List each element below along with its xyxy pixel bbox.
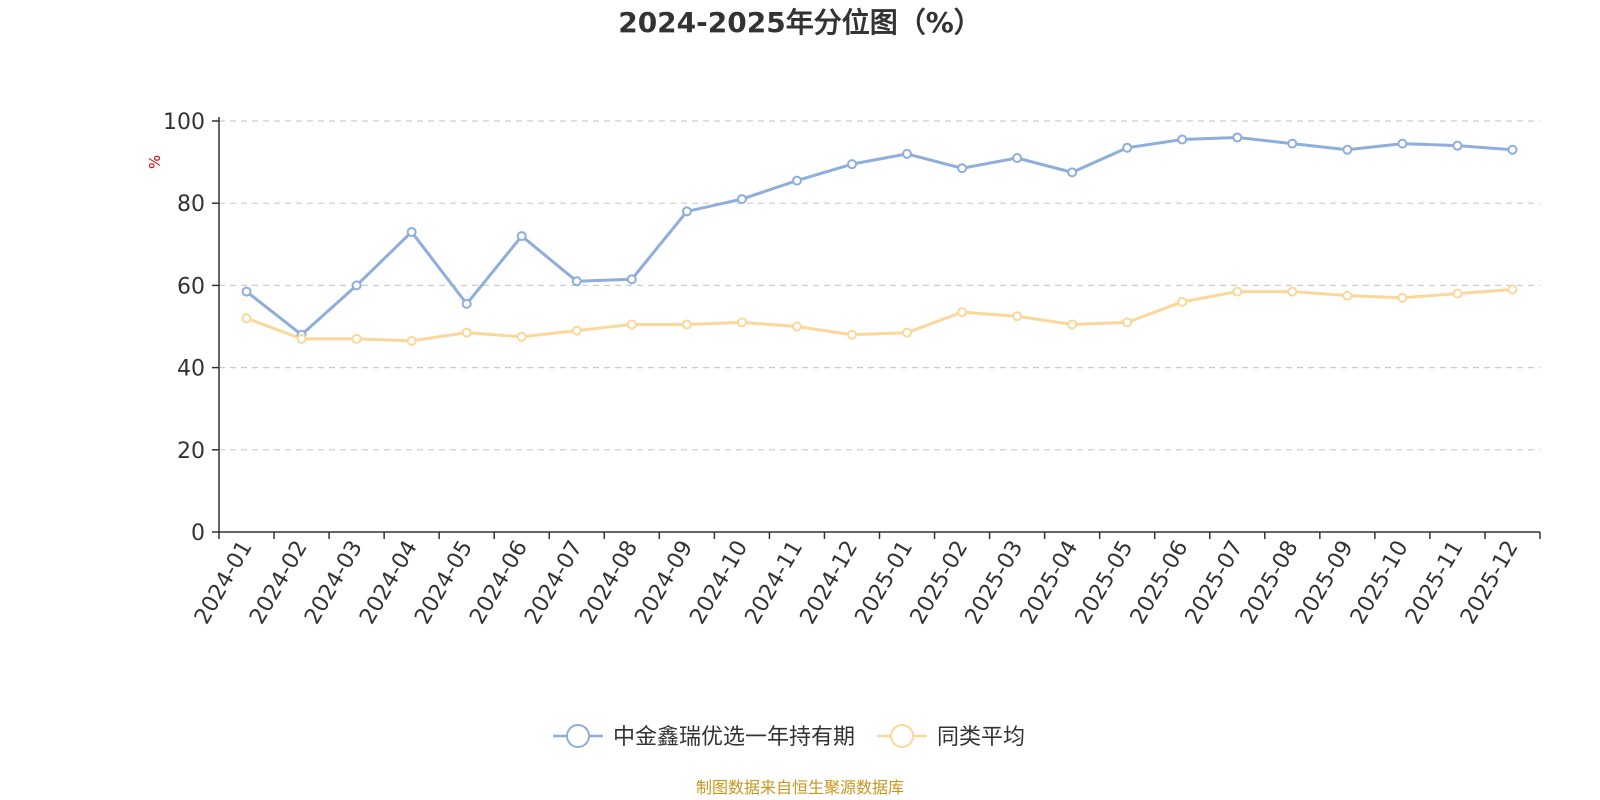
data-point[interactable] bbox=[516, 231, 527, 242]
legend-marker-icon bbox=[566, 724, 590, 748]
data-point[interactable] bbox=[241, 286, 252, 297]
data-point[interactable] bbox=[1177, 296, 1188, 307]
data-point[interactable] bbox=[846, 329, 857, 340]
data-point[interactable] bbox=[846, 159, 857, 170]
data-point[interactable] bbox=[902, 327, 913, 338]
data-point[interactable] bbox=[957, 163, 968, 174]
data-point[interactable] bbox=[351, 280, 362, 291]
axes: 0204060801002024-012024-022024-032024-04… bbox=[163, 110, 1541, 629]
data-point[interactable] bbox=[1232, 132, 1243, 143]
chart-title: 2024-2025年分位图（%） bbox=[618, 6, 982, 39]
data-point[interactable] bbox=[1287, 286, 1298, 297]
data-point[interactable] bbox=[1397, 292, 1408, 303]
data-point[interactable] bbox=[406, 335, 417, 346]
data-point[interactable] bbox=[681, 206, 692, 217]
data-point[interactable] bbox=[241, 313, 252, 324]
data-point[interactable] bbox=[571, 276, 582, 287]
data-point[interactable] bbox=[1177, 134, 1188, 145]
data-point[interactable] bbox=[1122, 317, 1133, 328]
data-point[interactable] bbox=[571, 325, 582, 336]
series-line-0 bbox=[245, 135, 1513, 337]
data-point[interactable] bbox=[1397, 138, 1408, 149]
data-point[interactable] bbox=[1287, 138, 1298, 149]
y-tick-label: 80 bbox=[177, 192, 205, 217]
data-point[interactable] bbox=[681, 319, 692, 330]
data-point[interactable] bbox=[351, 333, 362, 344]
data-point[interactable] bbox=[1067, 167, 1078, 178]
series-line-1 bbox=[245, 288, 1513, 343]
data-point[interactable] bbox=[736, 194, 747, 205]
data-point[interactable] bbox=[626, 319, 637, 330]
series-lines bbox=[241, 132, 1518, 346]
data-point[interactable] bbox=[902, 148, 913, 159]
data-point[interactable] bbox=[1012, 152, 1023, 163]
data-point[interactable] bbox=[626, 274, 637, 285]
y-tick-label: 20 bbox=[177, 439, 205, 464]
y-tick-label: 100 bbox=[163, 110, 205, 135]
data-point[interactable] bbox=[1342, 144, 1353, 155]
data-source-note: 制图数据来自恒生聚源数据库 bbox=[696, 778, 904, 797]
data-point[interactable] bbox=[406, 226, 417, 237]
data-point[interactable] bbox=[1122, 142, 1133, 153]
data-point[interactable] bbox=[791, 321, 802, 332]
data-point[interactable] bbox=[1067, 319, 1078, 330]
data-point[interactable] bbox=[296, 333, 307, 344]
legend-marker-icon bbox=[890, 724, 915, 748]
data-point[interactable] bbox=[1507, 284, 1518, 295]
data-point[interactable] bbox=[1507, 144, 1518, 155]
legend-item-1[interactable]: 同类平均 bbox=[877, 724, 1025, 750]
y-tick-label: 0 bbox=[191, 521, 205, 546]
legend-label: 中金鑫瑞优选一年持有期 bbox=[613, 725, 855, 750]
data-point[interactable] bbox=[1452, 140, 1463, 151]
data-point[interactable] bbox=[1232, 286, 1243, 297]
grid-lines bbox=[219, 120, 1540, 451]
y-tick-label: 60 bbox=[177, 274, 205, 299]
data-point[interactable] bbox=[516, 331, 527, 342]
data-point[interactable] bbox=[736, 317, 747, 328]
legend-label: 同类平均 bbox=[937, 725, 1025, 750]
data-point[interactable] bbox=[957, 307, 968, 318]
legend[interactable]: 中金鑫瑞优选一年持有期 同类平均 bbox=[553, 724, 1025, 750]
data-point[interactable] bbox=[1342, 290, 1353, 301]
data-point[interactable] bbox=[791, 175, 802, 186]
legend-item-0[interactable]: 中金鑫瑞优选一年持有期 bbox=[553, 724, 855, 750]
data-point[interactable] bbox=[461, 298, 472, 309]
data-point[interactable] bbox=[1012, 311, 1023, 322]
y-tick-label: 40 bbox=[177, 357, 205, 382]
data-point[interactable] bbox=[461, 327, 472, 338]
data-point[interactable] bbox=[1452, 288, 1463, 299]
y-axis-unit: % bbox=[146, 155, 164, 169]
